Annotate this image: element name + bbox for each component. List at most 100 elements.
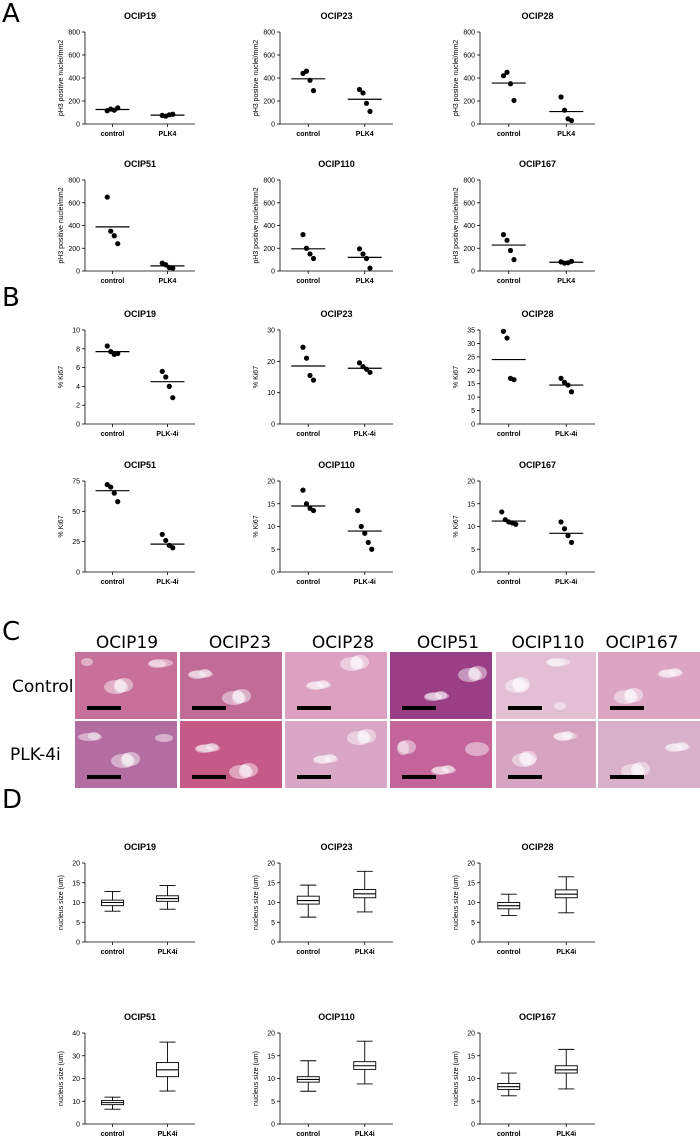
y-tick-label: 200 — [68, 99, 80, 106]
column-label-ocip28: OCIP28 — [312, 633, 374, 653]
x-category-label: PLK-4i — [555, 579, 577, 586]
data-point — [355, 507, 361, 514]
y-axis-label: % Ki67 — [58, 366, 65, 388]
y-tick-label: 5 — [271, 1099, 275, 1106]
y-tick-label: 5 — [271, 920, 275, 927]
chart-title: OCIP167 — [519, 159, 556, 169]
y-tick-label: 10 — [267, 900, 275, 907]
x-category-label: control — [101, 579, 125, 586]
histology-texture — [196, 744, 220, 752]
histology-texture — [347, 731, 371, 745]
y-tick-label: 20 — [267, 861, 275, 868]
y-axis-label: nucleus size (um) — [58, 875, 65, 930]
y-tick-label: 400 — [463, 223, 475, 230]
y-tick-label: 0 — [76, 269, 80, 276]
chart-title: OCIP19 — [124, 11, 156, 21]
histology-texture — [222, 691, 246, 705]
chart-title: OCIP51 — [124, 460, 156, 470]
data-point — [565, 533, 571, 539]
data-point — [360, 251, 366, 257]
y-tick-label: 0 — [471, 570, 475, 577]
chart-title: OCIP23 — [320, 11, 352, 21]
y-tick-label: 30 — [72, 1053, 80, 1060]
data-point — [513, 521, 519, 527]
x-category-label: control — [497, 579, 521, 586]
data-point — [363, 366, 370, 372]
y-axis-label: % Ki67 — [453, 366, 460, 388]
histology-texture — [195, 745, 213, 753]
histology-texture — [431, 767, 449, 775]
y-tick-label: 20 — [467, 861, 475, 868]
data-point — [170, 111, 176, 117]
data-point — [511, 257, 517, 263]
y-axis-label: % Ki67 — [253, 515, 260, 537]
x-category-label: control — [497, 1131, 521, 1137]
scale-bar — [610, 706, 644, 710]
panel-label-a: A — [2, 0, 20, 29]
data-point — [558, 94, 564, 100]
row-label-control: Control — [12, 677, 73, 697]
data-point — [307, 251, 313, 257]
y-tick-label: 0 — [471, 122, 475, 129]
histology-texture — [469, 666, 487, 680]
data-point — [303, 501, 310, 507]
y-tick-label: 10 — [467, 900, 475, 907]
data-point — [558, 375, 564, 381]
histology-texture — [350, 656, 362, 670]
histology-texture — [314, 755, 338, 763]
y-axis-label: pH3 positive nuclei/mm2 — [58, 40, 65, 116]
y-tick-label: 800 — [463, 30, 475, 37]
histology-texture — [614, 690, 638, 704]
panel-label-d: D — [2, 785, 22, 815]
y-axis-label: pH3 positive nuclei/mm2 — [58, 187, 65, 263]
chart-d-ocip28: OCIP28 0 5 10 15 20 nucleus size (um) control PL… — [453, 842, 595, 956]
column-label-ocip19: OCIP19 — [96, 633, 158, 653]
histology-texture — [188, 671, 206, 679]
histology-texture — [520, 752, 532, 766]
scale-bar — [508, 775, 542, 779]
y-tick-label: 5 — [271, 547, 275, 554]
data-point — [307, 77, 313, 83]
y-tick-label: 600 — [263, 200, 275, 207]
data-point — [115, 241, 121, 247]
histology-texture — [458, 668, 482, 682]
chart-title: OCIP19 — [124, 309, 156, 319]
data-point — [104, 194, 110, 200]
y-tick-label: 0 — [76, 1122, 80, 1129]
data-point — [363, 100, 370, 106]
scale-bar — [87, 775, 121, 779]
data-point — [367, 369, 373, 375]
y-tick-label: 200 — [463, 99, 475, 106]
chart-d-ocip23: OCIP23 0 5 10 15 20 nucleus size (um) control PL… — [253, 842, 393, 956]
data-point — [363, 255, 370, 262]
panel-label-b: B — [2, 283, 20, 313]
chart-title: OCIP110 — [318, 159, 355, 169]
y-tick-label: 10 — [72, 900, 80, 907]
histology-texture — [81, 658, 93, 666]
scale-bar — [402, 706, 436, 710]
y-tick-label: 10 — [267, 1076, 275, 1083]
histology-texture — [397, 741, 409, 755]
y-tick-label: 0 — [271, 1122, 275, 1129]
y-tick-label: 800 — [263, 178, 275, 185]
data-point — [104, 343, 110, 349]
chart-d-ocip167: OCIP167 0 5 10 15 20 nucleus size (um) control P… — [453, 1012, 595, 1137]
x-category-label: PLK-4i — [156, 431, 178, 438]
chart-b-ocip51: OCIP51 0 25 50 75 % Ki67 control PLK-4i — [58, 460, 195, 586]
y-axis-label: nucleus size (um) — [453, 875, 460, 930]
histology-texture — [435, 691, 447, 699]
y-tick-label: 200 — [68, 246, 80, 253]
y-tick-label: 0 — [76, 570, 80, 577]
x-category-label: PLK4 — [159, 278, 177, 285]
scale-bar — [297, 775, 331, 779]
data-point — [358, 523, 364, 530]
x-category-label: control — [101, 278, 125, 285]
scale-bar — [192, 775, 226, 779]
y-tick-label: 25 — [467, 354, 475, 361]
data-point — [108, 228, 114, 234]
x-category-label: PLK4 — [356, 278, 374, 285]
data-point — [115, 350, 121, 357]
histology-texture — [240, 763, 258, 777]
